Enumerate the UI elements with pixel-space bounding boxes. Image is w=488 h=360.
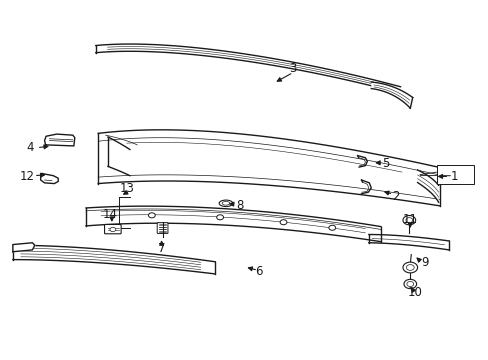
Text: 12: 12 bbox=[20, 170, 35, 183]
Text: 7: 7 bbox=[158, 242, 165, 255]
Polygon shape bbox=[370, 82, 412, 108]
FancyBboxPatch shape bbox=[157, 223, 167, 233]
Polygon shape bbox=[96, 44, 400, 93]
Circle shape bbox=[110, 227, 116, 231]
Polygon shape bbox=[368, 234, 448, 250]
Polygon shape bbox=[13, 243, 35, 252]
Circle shape bbox=[402, 216, 415, 225]
Text: 6: 6 bbox=[255, 265, 263, 278]
Text: 9: 9 bbox=[420, 256, 428, 269]
Text: 3: 3 bbox=[289, 62, 296, 75]
Text: 14: 14 bbox=[102, 208, 118, 221]
Ellipse shape bbox=[222, 202, 229, 205]
Circle shape bbox=[328, 225, 335, 230]
Circle shape bbox=[405, 218, 412, 223]
Circle shape bbox=[403, 279, 416, 289]
Text: 4: 4 bbox=[26, 141, 34, 154]
Ellipse shape bbox=[219, 200, 232, 207]
Polygon shape bbox=[98, 130, 439, 206]
Circle shape bbox=[216, 215, 223, 220]
Text: 1: 1 bbox=[449, 170, 457, 183]
Text: 2: 2 bbox=[391, 190, 399, 203]
Circle shape bbox=[148, 213, 155, 218]
Text: 11: 11 bbox=[402, 213, 417, 226]
Text: 13: 13 bbox=[120, 183, 135, 195]
Polygon shape bbox=[13, 245, 215, 274]
Circle shape bbox=[402, 262, 417, 273]
Polygon shape bbox=[41, 174, 58, 184]
FancyBboxPatch shape bbox=[104, 225, 121, 234]
Text: 10: 10 bbox=[407, 287, 422, 300]
FancyBboxPatch shape bbox=[436, 165, 473, 184]
Text: 5: 5 bbox=[382, 157, 389, 170]
Polygon shape bbox=[87, 200, 112, 207]
Polygon shape bbox=[417, 170, 438, 202]
Circle shape bbox=[406, 265, 413, 270]
Polygon shape bbox=[86, 206, 380, 242]
Circle shape bbox=[406, 282, 413, 287]
Circle shape bbox=[280, 220, 286, 225]
Polygon shape bbox=[44, 134, 75, 146]
Text: 8: 8 bbox=[235, 199, 243, 212]
